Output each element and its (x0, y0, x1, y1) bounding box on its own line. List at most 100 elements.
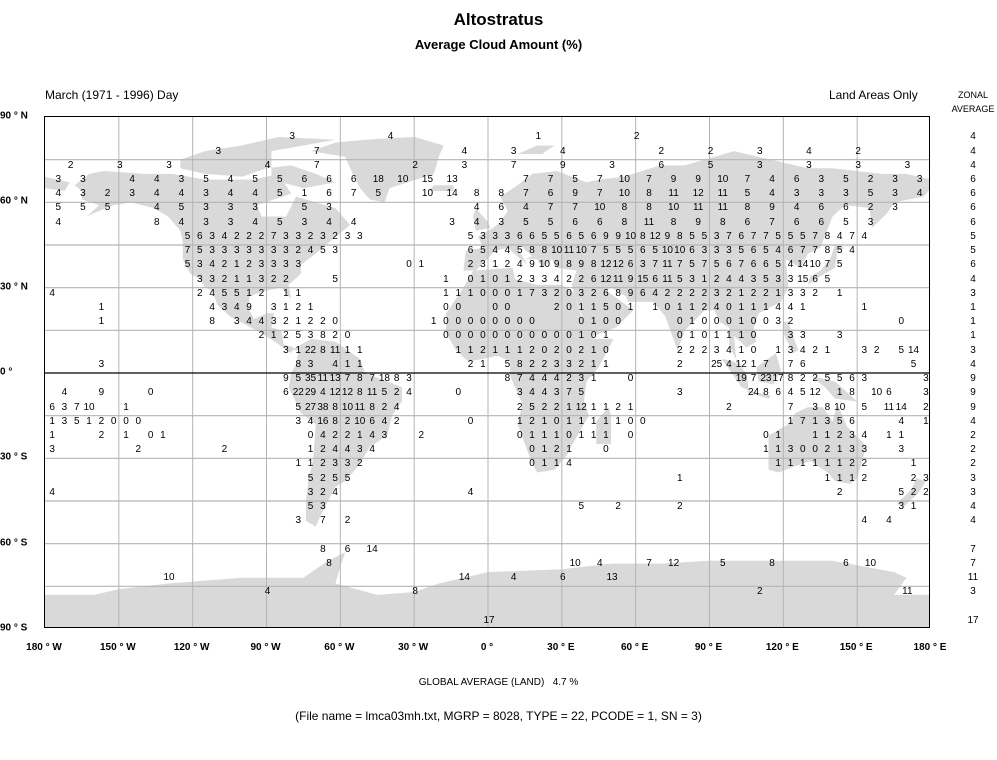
cell-value: 4 (307, 415, 314, 427)
cell-value: 1 (603, 401, 609, 413)
cell-value: 1 (775, 344, 781, 356)
cell-value: 7 (787, 358, 794, 370)
cell-value: 2 (258, 330, 265, 342)
cell-value: 1 (443, 273, 449, 285)
cell-value: 3 (178, 174, 185, 185)
cell-value: 0 (676, 316, 683, 328)
cell-value: 2 (800, 373, 806, 385)
cell-value: 2 (283, 273, 289, 285)
lon-tick-label: 60 ° W (324, 642, 355, 653)
cell-value: 4 (886, 515, 892, 527)
cell-value: 6 (590, 230, 597, 242)
lon-tick-label: 30 ° E (547, 642, 575, 653)
cell-value: 4 (553, 273, 560, 285)
cell-value: 1 (923, 415, 929, 427)
cell-value: 2 (246, 259, 252, 271)
cell-value: 1 (738, 344, 745, 356)
cell-value: 3 (283, 344, 289, 356)
zonal-average-value: 7 (970, 543, 976, 555)
cell-value: 12 (809, 387, 821, 399)
cell-value: 8 (153, 216, 160, 228)
cell-value: 7 (572, 202, 578, 214)
cell-value: 2 (553, 401, 560, 413)
cell-value: 2 (566, 373, 572, 385)
cell-value: 1 (566, 415, 572, 427)
cell-value: 1 (443, 287, 449, 299)
zonal-average-value: 3 (970, 586, 976, 598)
cell-value: 9 (627, 287, 634, 299)
landmass (756, 353, 781, 385)
cell-value: 6 (787, 245, 794, 257)
cell-value: 2 (412, 159, 418, 171)
cell-value: 4 (221, 230, 228, 242)
cell-value: 8 (787, 373, 794, 385)
cell-value: 14 (895, 401, 907, 413)
cell-value: 2 (295, 302, 302, 313)
cell-value: 2 (307, 230, 314, 242)
cell-value: 2 (516, 273, 523, 285)
cell-value: 5 (615, 245, 621, 257)
cell-value: 2 (701, 344, 708, 356)
cell-value: 3 (295, 415, 302, 427)
cell-value: 7 (73, 401, 80, 413)
cell-value: 0 (541, 344, 548, 356)
cell-value: 3 (166, 159, 172, 171)
zonal-label-line2: AVERAGE (951, 104, 995, 114)
cell-value: 4 (350, 216, 357, 228)
cell-value: 1 (86, 415, 92, 427)
cell-value: 1 (504, 344, 511, 356)
cell-value: 3 (326, 202, 332, 214)
cell-value: 2 (283, 316, 289, 328)
cell-value: 1 (246, 287, 252, 299)
cell-value: 3 (258, 245, 265, 257)
cell-value: 2 (357, 458, 363, 470)
cell-value: 1 (689, 302, 695, 313)
cell-value: 0 (529, 330, 535, 342)
cell-value: 0 (492, 302, 498, 313)
cell-value: 3 (449, 216, 455, 228)
cell-value: 2 (98, 430, 105, 441)
cell-value: 2 (689, 344, 695, 356)
cell-value: 0 (516, 316, 523, 328)
cell-value: 7 (652, 259, 658, 271)
cell-value: 0 (455, 387, 462, 399)
zonal-average-value: 5 (970, 245, 976, 257)
cell-value: 8 (615, 287, 621, 299)
cell-value: 3 (818, 188, 825, 200)
cell-value: 7 (270, 230, 277, 242)
cell-value: 4 (769, 174, 775, 185)
landmass (473, 208, 491, 231)
cell-value: 2 (861, 472, 868, 484)
cell-value: 5 (252, 174, 258, 185)
cell-value: 8 (824, 401, 831, 413)
cell-value: 2 (553, 302, 560, 313)
cell-value: 3 (504, 230, 511, 242)
cell-value: 1 (295, 344, 302, 356)
cell-value: 14 (446, 188, 458, 200)
cell-value: 2 (861, 458, 868, 470)
cell-value: 8 (720, 216, 726, 228)
cell-value: 1 (535, 131, 541, 143)
cell-value: 1 (123, 401, 129, 413)
cell-value: 0 (553, 330, 560, 342)
cell-value: 2 (320, 458, 326, 470)
cell-value: 8 (332, 415, 338, 427)
cell-value: 1 (160, 430, 166, 441)
cell-value: 0 (455, 302, 462, 313)
cell-value: 1 (701, 273, 708, 285)
landmass (721, 358, 749, 391)
cell-value: 2 (529, 415, 535, 427)
global-average-value: 4.7 % (552, 677, 579, 688)
cell-value: 3 (258, 259, 265, 271)
cell-value: 2 (467, 259, 474, 271)
lon-tick-label: 0 ° (480, 642, 494, 653)
cell-value: 2 (689, 287, 695, 299)
cell-value: 3 (320, 230, 326, 242)
cell-value: 3 (812, 401, 818, 413)
cell-value: 6 (516, 230, 523, 242)
cell-value: 5 (375, 188, 382, 200)
cell-value: 7 (750, 373, 757, 385)
cell-value: 5 (504, 358, 511, 370)
cell-value: 8 (670, 216, 677, 228)
landmass (45, 552, 929, 627)
